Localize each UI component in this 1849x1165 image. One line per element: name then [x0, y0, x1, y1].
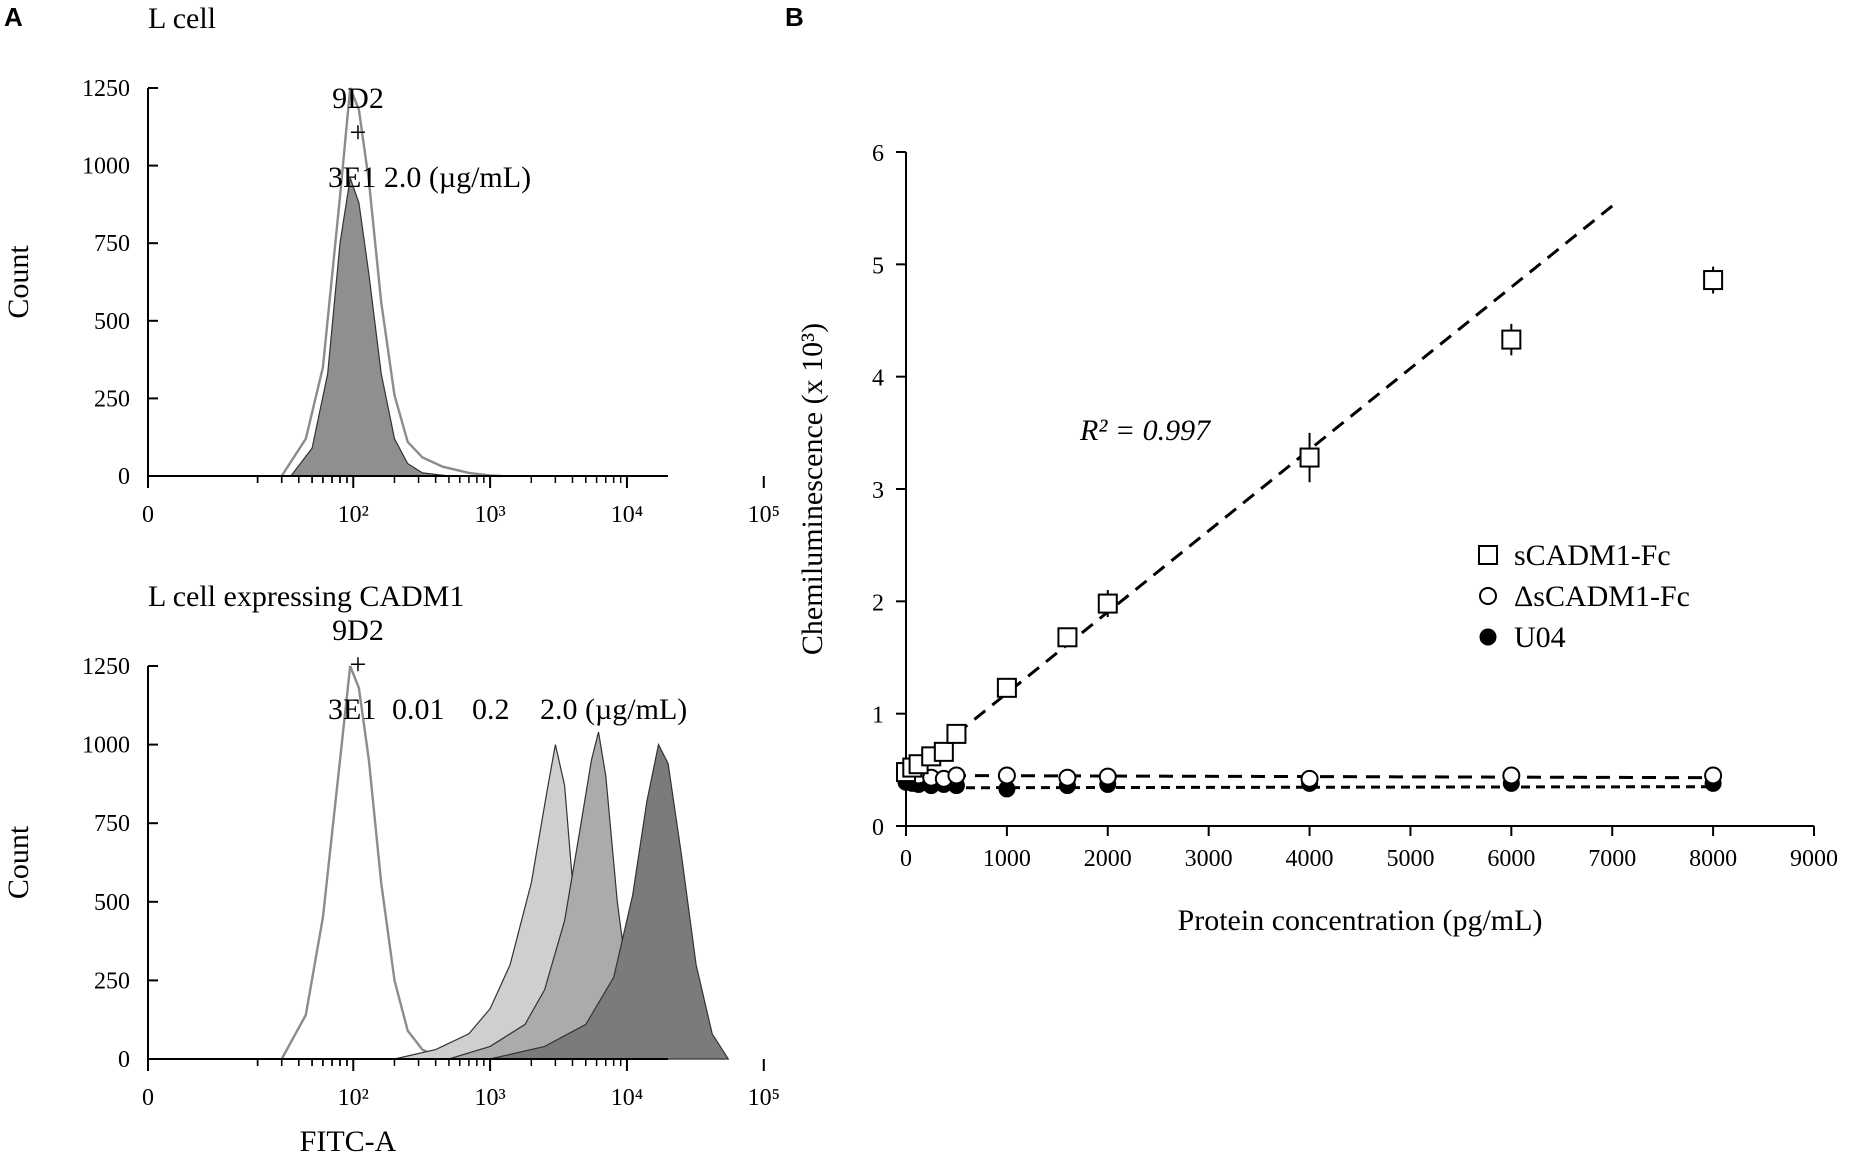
x-tick-label: 9000 — [1790, 846, 1838, 872]
x-axis-label: Protein concentration (pg/mL) — [1178, 904, 1543, 937]
annotation-antibody-2: 3E1 — [328, 693, 376, 726]
data-point--scadm1-fc — [1058, 768, 1077, 787]
y-tick-label: 0 — [118, 464, 130, 490]
x-tick-label: 0 — [142, 502, 154, 528]
x-axis-label: FITC-A — [300, 1125, 397, 1158]
data-point-scadm1-fc — [1299, 447, 1320, 468]
data-point-scadm1-fc — [1501, 329, 1522, 350]
y-tick-label: 1000 — [82, 154, 130, 180]
annotation-concentration-high: 2.0 (µg/mL) — [540, 693, 687, 726]
chart-title: L cell — [148, 2, 216, 35]
y-tick-label: 4 — [872, 366, 884, 392]
y-tick-label: 0 — [872, 815, 884, 841]
data-point-scadm1-fc — [996, 677, 1017, 698]
x-tick-label: 8000 — [1689, 846, 1737, 872]
annotation-antibody-2-concentration: 3E1 2.0 (µg/mL) — [328, 161, 531, 194]
y-tick-label: 3 — [872, 478, 884, 504]
y-tick-label: 6 — [872, 141, 884, 167]
x-tick-label: 10⁴ — [611, 1085, 643, 1111]
annotation-concentration-low: 0.01 — [392, 693, 445, 726]
histogram-9d2-3e1-2-0 — [289, 177, 449, 477]
data-point-scadm1-fc — [933, 741, 954, 762]
x-tick-label: 0 — [142, 1085, 154, 1111]
y-axis-label: Count — [2, 245, 35, 319]
y-tick-label: 5 — [872, 253, 884, 279]
data-point--scadm1-fc — [947, 766, 966, 785]
x-tick-label: 10³ — [475, 1085, 506, 1111]
y-tick-label: 750 — [94, 811, 130, 837]
x-tick-label: 3000 — [1185, 846, 1233, 872]
y-tick-label: 750 — [94, 231, 130, 257]
x-tick-label: 10² — [338, 502, 369, 528]
y-tick-label: 1000 — [82, 733, 130, 759]
x-tick-label: 10⁵ — [748, 1085, 780, 1111]
x-tick-label: 5000 — [1386, 846, 1434, 872]
panel-b-letter: B — [785, 2, 804, 32]
x-tick-label: 0 — [900, 846, 912, 872]
annotation-antibody-1: 9D2 — [332, 82, 384, 115]
x-tick-label: 6000 — [1487, 846, 1535, 872]
legend-marker-u04 — [1479, 628, 1497, 646]
data-point-scadm1-fc — [1057, 627, 1078, 648]
histogram-control — [280, 87, 501, 478]
y-axis-label: Count — [2, 825, 35, 899]
x-tick-label: 10⁴ — [611, 502, 643, 528]
histogram-l-cell-cadm1: L cell expressing CADM1 0 250 500 750 1000 125… — [2, 580, 780, 1158]
data-point-scadm1-fc — [946, 723, 967, 744]
data-point--scadm1-fc — [1300, 769, 1319, 788]
x-tick-label: 1000 — [983, 846, 1031, 872]
data-point--scadm1-fc — [997, 766, 1016, 785]
histogram-2-0 — [489, 742, 730, 1060]
y-axis-label: Chemiluminescence (x 10³) — [796, 323, 829, 655]
histogram-control — [280, 665, 444, 1061]
r-squared-annotation: R² = 0.997 — [1079, 414, 1212, 447]
annotation-plus: + — [350, 116, 367, 149]
x-tick-label: 4000 — [1286, 846, 1334, 872]
legend-label: ΔsCADM1-Fc — [1514, 580, 1690, 613]
panel-a-letter: A — [4, 2, 23, 32]
data-point-scadm1-fc — [1703, 270, 1724, 291]
fit-line-scadm1-fc — [955, 204, 1614, 736]
x-tick-label: 7000 — [1588, 846, 1636, 872]
annotation-antibody-1: 9D2 — [332, 614, 384, 647]
x-tick-label: 10² — [338, 1085, 369, 1111]
y-tick-label: 250 — [94, 968, 130, 994]
y-tick-label: 1250 — [82, 76, 130, 102]
histogram-l-cell: L cell 0 250 500 750 1000 1250 0 10² 10³ 10⁴ 10⁵ Cou… — [2, 2, 780, 528]
y-tick-label: 500 — [94, 309, 130, 335]
y-tick-label: 1250 — [82, 654, 130, 680]
chart-title: L cell expressing CADM1 — [148, 580, 464, 613]
annotation-concentration-mid: 0.2 — [472, 693, 510, 726]
y-tick-label: 250 — [94, 386, 130, 412]
x-tick-label: 2000 — [1084, 846, 1132, 872]
y-tick-label: 500 — [94, 890, 130, 916]
legend-label: sCADM1-Fc — [1514, 539, 1671, 572]
data-point-scadm1-fc — [1097, 593, 1118, 614]
y-tick-label: 0 — [118, 1047, 130, 1073]
legend-marker--scadm1-fc — [1479, 587, 1497, 605]
legend-label: U04 — [1514, 621, 1566, 654]
y-tick-label: 2 — [872, 590, 884, 616]
x-tick-label: 10⁵ — [748, 502, 780, 528]
data-point--scadm1-fc — [1502, 766, 1521, 785]
legend-marker-scadm1-fc — [1478, 545, 1498, 565]
annotation-plus: + — [350, 648, 367, 681]
y-tick-label: 1 — [872, 703, 884, 729]
data-point--scadm1-fc — [1098, 767, 1117, 786]
x-tick-label: 10³ — [475, 502, 506, 528]
data-point--scadm1-fc — [1704, 766, 1723, 785]
standard-curve-chart: 0 1 2 3 4 5 6 0 1000 2000 3000 4000 5000 6000 7000 8000… — [796, 141, 1838, 937]
